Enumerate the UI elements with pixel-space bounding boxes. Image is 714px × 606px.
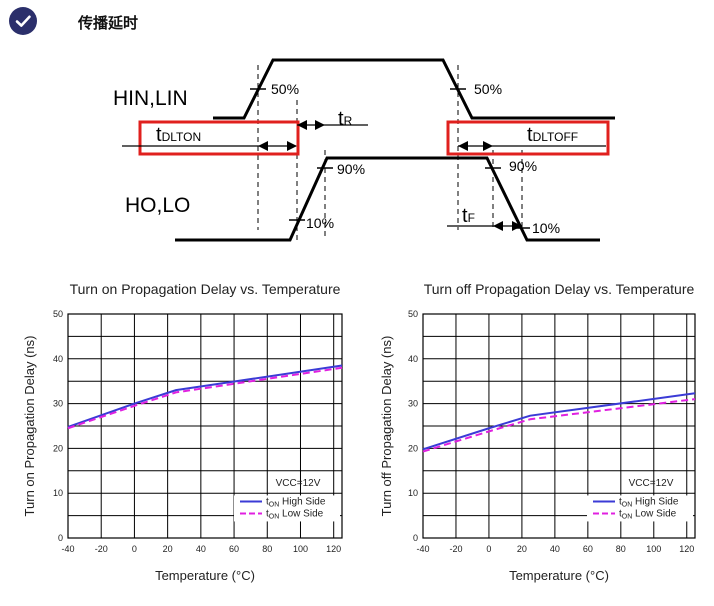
y-tick-label: 10 (408, 488, 418, 498)
legend-label: tON High Side (266, 496, 326, 508)
tdlton-highlight (138, 120, 300, 156)
y-tick-label: 0 (413, 533, 418, 543)
tdltoff-highlight (446, 120, 610, 156)
x-tick-label: -20 (95, 544, 108, 554)
x-tick-label: 20 (163, 544, 173, 554)
x-tick-label: -20 (449, 544, 462, 554)
y-axis-label: Turn on Propagation Delay (ns) (22, 336, 37, 517)
x-tick-label: 120 (326, 544, 341, 554)
y-tick-label: 20 (408, 443, 418, 453)
chart-title: Turn off Propagation Delay vs. Temperatu… (424, 281, 695, 297)
tr-label: tR (338, 108, 353, 130)
tdltoff-label: tDLTOFF (527, 124, 578, 146)
y-tick-label: 20 (53, 443, 63, 453)
output-signal-label: HO,LO (125, 194, 190, 217)
tdlton-label: tDLTON (156, 124, 201, 146)
x-tick-label: 20 (517, 544, 527, 554)
timing-diagram: HIN,LIN HO,LO 50% 50% 90% 90% 10% 10% tD… (113, 58, 615, 242)
vcc-annotation: VCC=12V (629, 478, 674, 489)
turn-off-delay-chart: Turn off Propagation Delay vs. Temperatu… (379, 281, 696, 583)
x-tick-label: 40 (550, 544, 560, 554)
y-tick-label: 40 (53, 354, 63, 364)
legend-label: tON Low Side (619, 508, 677, 520)
y-tick-label: 0 (58, 533, 63, 543)
vcc-annotation: VCC=12V (276, 478, 321, 489)
input-signal-label: HIN,LIN (113, 87, 188, 110)
y-tick-label: 40 (408, 354, 418, 364)
section-title: 传播延时 (78, 14, 139, 32)
chart-title: Turn on Propagation Delay vs. Temperatur… (70, 281, 341, 297)
x-tick-label: 0 (132, 544, 137, 554)
y-tick-label: 50 (53, 309, 63, 319)
legend-label: tON Low Side (266, 508, 324, 520)
x-tick-label: 80 (616, 544, 626, 554)
x-tick-label: 80 (262, 544, 272, 554)
x-tick-label: 100 (646, 544, 661, 554)
y-tick-label: 30 (408, 399, 418, 409)
x-axis-label: Temperature (°C) (155, 568, 255, 583)
x-tick-label: 0 (486, 544, 491, 554)
section-header: 传播延时 (0, 0, 714, 44)
output-fall-90-label: 90% (509, 158, 537, 174)
plot-frame (422, 313, 696, 539)
series-line (422, 398, 696, 453)
x-tick-label: 100 (293, 544, 308, 554)
x-tick-label: 60 (229, 544, 239, 554)
reference-lines (257, 65, 523, 240)
y-axis-label: Turn off Propagation Delay (ns) (379, 336, 394, 517)
output-rise-90-label: 90% (337, 161, 365, 177)
legend-box (234, 495, 340, 522)
x-tick-label: 120 (679, 544, 694, 554)
input-rise-50-label: 50% (271, 81, 299, 97)
x-tick-label: 40 (196, 544, 206, 554)
x-tick-label: -40 (416, 544, 429, 554)
series-line (422, 392, 696, 451)
legend-box (587, 495, 693, 522)
x-tick-label: 60 (583, 544, 593, 554)
series-line (67, 366, 343, 430)
check-icon (9, 7, 37, 35)
output-rise-10-label: 10% (306, 215, 334, 231)
series-line (67, 364, 343, 428)
y-tick-label: 30 (53, 399, 63, 409)
legend-label: tON High Side (619, 496, 679, 508)
tf-label: tF (462, 205, 475, 227)
turn-on-delay-chart: Turn on Propagation Delay vs. Temperatur… (22, 281, 343, 583)
x-axis-label: Temperature (°C) (509, 568, 609, 583)
x-tick-label: -40 (61, 544, 74, 554)
input-waveform (213, 58, 615, 120)
output-fall-10-label: 10% (532, 220, 560, 236)
y-tick-label: 50 (408, 309, 418, 319)
output-waveform (175, 156, 600, 242)
input-fall-50-label: 50% (474, 81, 502, 97)
y-tick-label: 10 (53, 488, 63, 498)
